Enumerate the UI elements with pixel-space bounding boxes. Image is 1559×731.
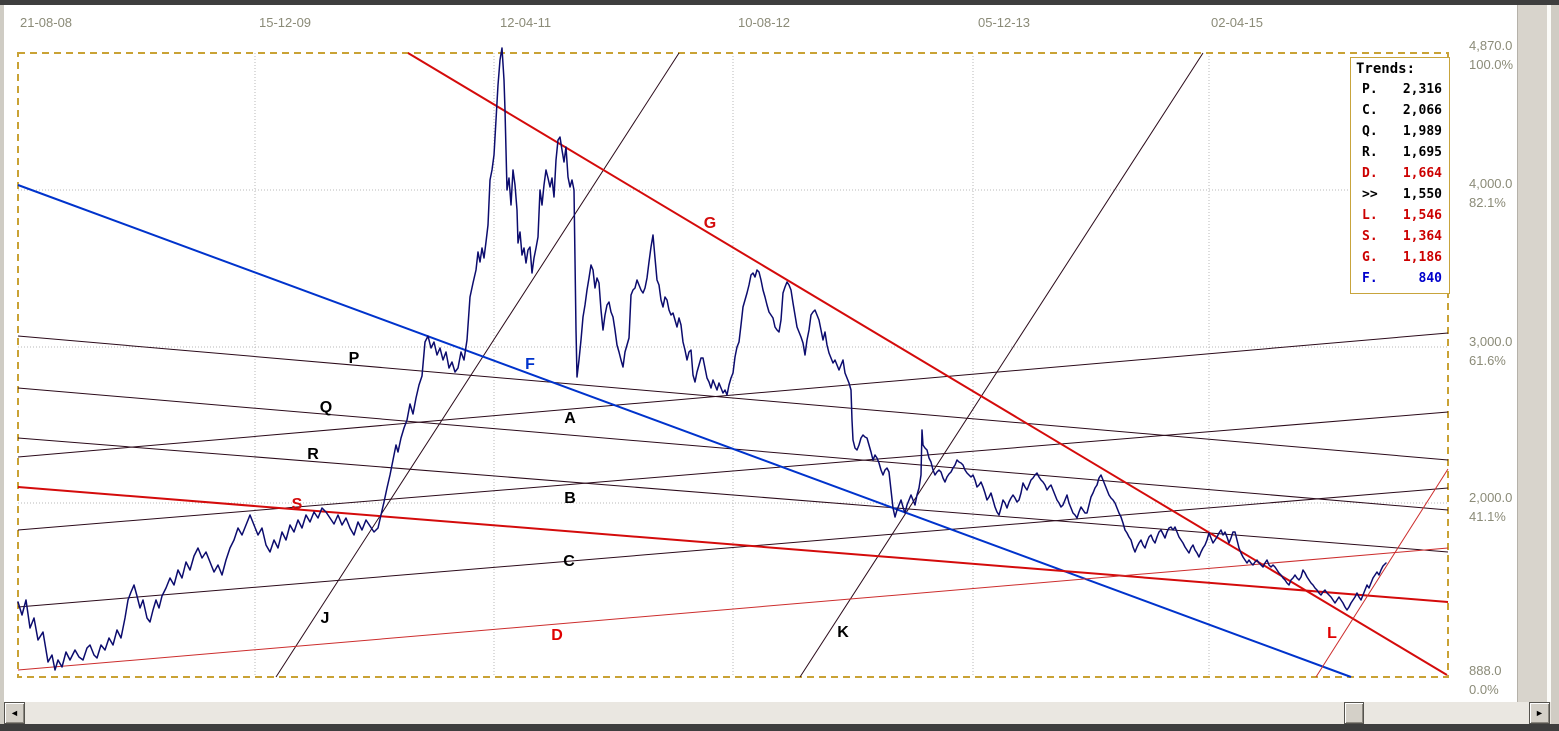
arrow-right-icon: ►	[1535, 708, 1544, 718]
trendline-label-g: G	[704, 215, 716, 232]
window-right-edge	[1551, 5, 1559, 724]
trendline-l[interactable]	[1315, 468, 1449, 678]
date-tick-label: 10-08-12	[738, 15, 791, 30]
scroll-left-button[interactable]: ◄	[4, 702, 25, 724]
trendline-s[interactable]	[17, 486, 1449, 603]
price-line-series	[17, 47, 1387, 671]
legend-entry-d: D. 1,664	[1362, 166, 1442, 181]
price-tick-label: 4,000.0 82.1%	[1469, 176, 1513, 210]
trendline-label-c: C	[563, 553, 575, 570]
trendline-label-p: P	[349, 350, 360, 367]
trendline-label-b: B	[564, 490, 576, 507]
legend-entry-g: G. 1,186	[1362, 250, 1442, 265]
trendline-label-l: L	[1327, 625, 1337, 642]
window-top-edge	[0, 0, 1559, 5]
trendline-label-f: F	[525, 356, 535, 373]
price-tick-label: 3,000.0 61.6%	[1469, 334, 1513, 368]
trendline-g[interactable]	[407, 52, 1448, 676]
price-tick-label: 4,870.0 100.0%	[1469, 38, 1514, 72]
legend-entry-f: F. 840	[1362, 271, 1442, 286]
trendline-c[interactable]	[17, 487, 1449, 608]
legend-entry-l: L. 1,546	[1362, 208, 1442, 223]
trendline-k[interactable]	[799, 52, 1204, 678]
arrow-left-icon: ◄	[10, 708, 19, 718]
plot-border	[17, 52, 1449, 678]
legend-entry-s: S. 1,364	[1362, 229, 1442, 244]
window-left-edge	[0, 5, 4, 724]
trendline-b[interactable]	[17, 411, 1449, 531]
trendline-d[interactable]	[17, 547, 1449, 671]
legend-entry-: >> 1,550	[1362, 187, 1442, 202]
price-tick-label: 2,000.0 41.1%	[1469, 490, 1513, 524]
trendline-label-s: S	[292, 496, 303, 513]
price-tick-label: 888.0 0.0%	[1469, 663, 1502, 697]
trendline-label-j: J	[321, 610, 330, 627]
legend-entries: P. 2,316 C. 2,066 Q. 1,989 R. 1,695 D. 1,664 >> 1,5…	[1351, 79, 1449, 289]
date-tick-label: 02-04-15	[1211, 15, 1264, 30]
date-tick-label: 21-08-08	[20, 15, 73, 30]
hscrollbar-thumb[interactable]	[1344, 702, 1364, 724]
trendline-label-q: Q	[320, 399, 332, 416]
trendline-j[interactable]	[275, 52, 680, 678]
trendline-f[interactable]	[17, 184, 1352, 678]
legend-entry-r: R. 1,695	[1362, 145, 1442, 160]
date-tick-label: 12-04-11	[500, 15, 552, 30]
window-right-highlight	[1547, 5, 1551, 724]
legend-entry-q: Q. 1,989	[1362, 124, 1442, 139]
trendline-label-d: D	[551, 627, 563, 644]
scroll-right-button[interactable]: ►	[1529, 702, 1550, 724]
legend-entry-c: C. 2,066	[1362, 103, 1442, 118]
date-tick-label: 05-12-13	[978, 15, 1031, 30]
trendline-label-a: A	[564, 410, 576, 427]
horizontal-scrollbar[interactable]: ◄ ►	[4, 702, 1551, 724]
legend-title: Trends:	[1356, 61, 1416, 77]
trendline-p[interactable]	[17, 335, 1449, 461]
trendline-a[interactable]	[17, 332, 1449, 458]
window-bottom-edge	[0, 724, 1559, 731]
trendline-label-k: K	[837, 624, 849, 641]
vertical-scrollbar-track[interactable]	[1517, 5, 1548, 702]
trends-legend: Trends: P. 2,316 C. 2,066 Q. 1,989 R. 1,695 D. 1,…	[1350, 57, 1450, 294]
trendline-label-r: R	[307, 446, 319, 463]
legend-entry-p: P. 2,316	[1362, 82, 1442, 97]
date-tick-label: 15-12-09	[259, 15, 312, 30]
